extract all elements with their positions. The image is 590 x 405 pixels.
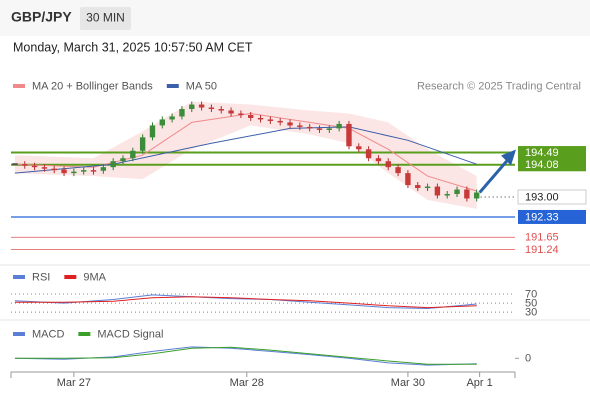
level-box: [518, 146, 586, 160]
candle: [464, 189, 470, 199]
candle: [375, 158, 382, 162]
interval-label[interactable]: 30 MIN: [86, 11, 125, 25]
y-tick-label: 30: [525, 307, 537, 319]
legend-swatch: [13, 275, 25, 279]
candle: [248, 114, 254, 118]
y-tick-label: 70: [525, 288, 537, 300]
candle: [120, 158, 126, 162]
legend-swatch: [64, 275, 77, 279]
candle: [169, 116, 175, 120]
level-label: 193.00: [525, 191, 559, 203]
bollinger-band: [14, 101, 477, 209]
candle: [365, 149, 372, 159]
legend-label: MA 50: [186, 80, 217, 92]
x-tick-label: Apr 1: [466, 377, 492, 389]
candle: [51, 168, 57, 171]
level-box: [518, 158, 586, 172]
level-label: 191.65: [525, 232, 559, 244]
level-box: [518, 209, 586, 224]
candle: [110, 161, 116, 168]
level-label: 194.08: [525, 159, 559, 171]
symbol: GBP/JPY: [11, 9, 72, 25]
legend-label: MACD Signal: [97, 328, 163, 340]
legend-swatch: [13, 332, 25, 336]
candle: [434, 186, 441, 196]
candle: [90, 170, 97, 172]
candle: [356, 146, 362, 150]
candle: [208, 107, 215, 110]
candle: [336, 123, 342, 129]
candle: [139, 137, 146, 151]
candle: [405, 173, 411, 186]
level-label: 194.49: [525, 147, 559, 159]
candle: [149, 125, 156, 138]
candle: [159, 119, 165, 126]
candle: [218, 109, 224, 111]
indicator-line: [14, 346, 477, 366]
level-box: [517, 189, 587, 205]
candle: [415, 185, 421, 189]
x-tick-label: Mar 28: [230, 377, 264, 389]
y-tick-label: 50: [525, 297, 537, 309]
candle: [316, 128, 323, 130]
forecast-arrow: [478, 158, 510, 194]
x-tick-label: Mar 30: [391, 377, 425, 389]
candle: [41, 167, 48, 169]
legend-label: MACD: [32, 328, 64, 340]
legend-swatch: [13, 84, 25, 88]
candle: [130, 150, 136, 159]
candle: [424, 186, 431, 189]
candle: [267, 119, 274, 121]
candle: [287, 122, 293, 126]
level-label: 192.33: [525, 211, 559, 223]
candle: [454, 189, 460, 195]
candle: [61, 169, 67, 174]
candle: [81, 170, 87, 172]
level-label: 191.24: [525, 244, 559, 256]
candle: [444, 194, 450, 196]
candle: [12, 163, 18, 166]
candle: [71, 171, 77, 174]
candle: [306, 126, 313, 129]
candle: [100, 167, 107, 171]
interval-button[interactable]: [80, 7, 131, 30]
candle: [179, 109, 185, 117]
forecast-arrow-head: [501, 149, 516, 166]
candle: [346, 123, 352, 147]
candle: [257, 117, 264, 120]
candle: [473, 192, 480, 199]
candle: [395, 167, 401, 174]
indicator-line: [14, 346, 477, 365]
indicator-line: [14, 296, 477, 309]
candle: [31, 165, 38, 168]
candle: [189, 104, 195, 110]
candle: [198, 104, 205, 108]
legend-label: MA 20 + Bollinger Bands: [32, 80, 153, 92]
candle: [238, 113, 244, 115]
legend-swatch: [166, 84, 179, 88]
candle: [385, 161, 391, 168]
datetime: Monday, March 31, 2025 10:57:50 AM CET: [13, 40, 253, 54]
candle: [228, 110, 234, 114]
legend-label: 9MA: [83, 271, 106, 283]
source: Research © 2025 Trading Central: [417, 80, 581, 92]
candle: [326, 128, 333, 130]
legend-swatch: [78, 332, 91, 336]
candle: [297, 125, 303, 127]
candle: [277, 120, 283, 123]
candle: [22, 164, 28, 166]
legend-label: RSI: [32, 271, 50, 283]
x-tick-label: Mar 27: [57, 377, 91, 389]
y-tick-label: 0: [525, 353, 531, 365]
